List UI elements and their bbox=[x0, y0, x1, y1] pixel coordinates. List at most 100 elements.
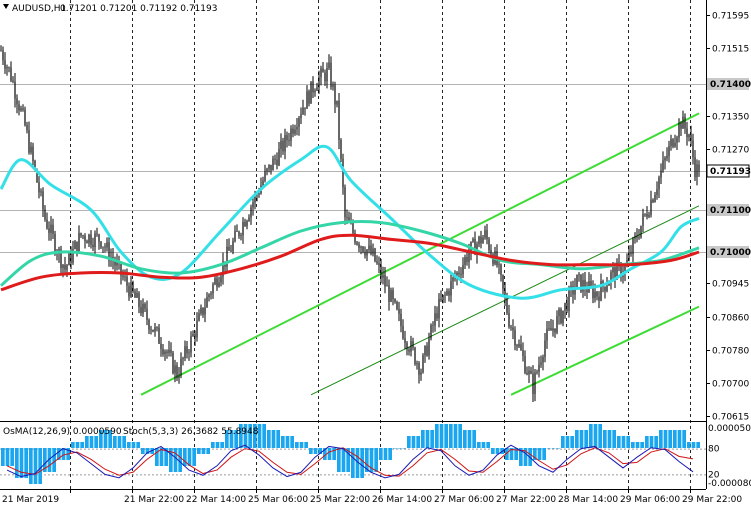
price-tick-label: 0.70615 bbox=[712, 413, 749, 423]
candle-body bbox=[640, 225, 642, 238]
candle-body bbox=[238, 231, 240, 236]
candle-body bbox=[308, 91, 310, 104]
osma-bar bbox=[631, 441, 635, 448]
osma-bar bbox=[696, 441, 700, 448]
candle-body bbox=[450, 281, 452, 296]
osma-bar bbox=[253, 423, 257, 448]
candle-body bbox=[536, 371, 538, 373]
candle-body bbox=[336, 100, 338, 105]
candle-body bbox=[202, 307, 204, 315]
candle-body bbox=[632, 238, 634, 255]
candle-body bbox=[240, 235, 242, 236]
candle-body bbox=[142, 303, 144, 314]
candle-body bbox=[696, 164, 698, 178]
time-tick-label: 25 Mar 22:00 bbox=[310, 495, 370, 505]
candle-body bbox=[248, 217, 250, 221]
candle-body bbox=[338, 100, 340, 141]
candle-body bbox=[180, 358, 182, 376]
candle-body bbox=[658, 177, 660, 190]
candle-body bbox=[396, 301, 398, 310]
candle-body bbox=[52, 224, 54, 234]
candle-body bbox=[598, 296, 600, 301]
candle-body bbox=[4, 60, 6, 69]
candle-body bbox=[592, 285, 594, 299]
osma-bar bbox=[467, 429, 472, 448]
candle-body bbox=[2, 50, 4, 61]
candle-body bbox=[250, 207, 252, 218]
candle-body bbox=[318, 77, 320, 88]
osma-bar bbox=[435, 423, 439, 448]
candle-body bbox=[486, 230, 488, 240]
candle-body bbox=[164, 351, 166, 355]
candle-body bbox=[442, 294, 444, 301]
candle-body bbox=[104, 246, 106, 248]
candle-body bbox=[512, 327, 514, 331]
osma-bar bbox=[360, 448, 364, 479]
collapse-arrow-icon[interactable] bbox=[3, 4, 9, 9]
candle-body bbox=[650, 199, 652, 215]
candle-body bbox=[484, 230, 486, 238]
osma-bar bbox=[89, 435, 94, 448]
osma-bar bbox=[327, 448, 332, 461]
osma-bar bbox=[1, 448, 5, 467]
candle-body bbox=[374, 248, 376, 262]
osma-bar bbox=[444, 423, 448, 448]
candle-body bbox=[574, 286, 576, 295]
osma-bar bbox=[477, 441, 481, 448]
candle-body bbox=[698, 164, 700, 171]
candle-body bbox=[430, 324, 432, 339]
candle-body bbox=[88, 234, 90, 244]
candle-body bbox=[438, 298, 440, 319]
candle-body bbox=[326, 67, 328, 82]
candle-body bbox=[114, 261, 116, 266]
candle-body bbox=[488, 239, 490, 251]
candle-body bbox=[18, 104, 20, 111]
osma-bar bbox=[663, 429, 668, 448]
candle-body bbox=[322, 68, 324, 73]
osma-bar bbox=[220, 441, 224, 448]
time-tick-label: 25 Mar 06:00 bbox=[248, 495, 308, 505]
osma-bar bbox=[673, 429, 677, 448]
candle-body bbox=[356, 242, 358, 245]
candle-body bbox=[388, 285, 390, 302]
candle-body bbox=[306, 91, 308, 109]
candle-body bbox=[166, 351, 168, 353]
candle-body bbox=[294, 129, 296, 134]
osma-bar bbox=[225, 429, 229, 448]
candle-body bbox=[538, 364, 540, 372]
osma-bar bbox=[612, 429, 616, 448]
candle-body bbox=[246, 220, 248, 227]
candle-body bbox=[286, 135, 288, 141]
level-price-box bbox=[707, 204, 749, 216]
candle-body bbox=[564, 302, 566, 311]
osma-bar bbox=[304, 441, 308, 448]
osma-bar bbox=[556, 448, 560, 449]
osma-bar bbox=[15, 448, 19, 479]
candle-body bbox=[304, 107, 306, 109]
candle-body bbox=[254, 194, 256, 203]
osma-bar bbox=[514, 448, 518, 461]
osma-bar bbox=[589, 423, 593, 448]
candle-body bbox=[398, 309, 400, 314]
candle-body bbox=[94, 233, 96, 248]
candle-body bbox=[212, 284, 214, 294]
candle-body bbox=[296, 126, 298, 130]
candle-body bbox=[416, 363, 418, 365]
osma-bar bbox=[211, 441, 215, 448]
candle-body bbox=[498, 264, 500, 266]
candle-body bbox=[22, 108, 24, 110]
osma-bar bbox=[187, 448, 192, 467]
candle-body bbox=[172, 352, 174, 374]
candle-body bbox=[342, 158, 344, 188]
osma-bar bbox=[533, 448, 537, 461]
candle-body bbox=[268, 164, 270, 169]
candle-body bbox=[102, 246, 104, 248]
candle-body bbox=[312, 81, 314, 93]
time-tick-label: 21 Mar 22:00 bbox=[124, 495, 184, 505]
osma-bar bbox=[393, 448, 397, 449]
candle-body bbox=[434, 313, 436, 326]
candle-body bbox=[506, 297, 508, 313]
candle-body bbox=[340, 140, 342, 159]
osma-bar bbox=[486, 441, 490, 448]
mid-ma-line bbox=[0, 220, 700, 287]
